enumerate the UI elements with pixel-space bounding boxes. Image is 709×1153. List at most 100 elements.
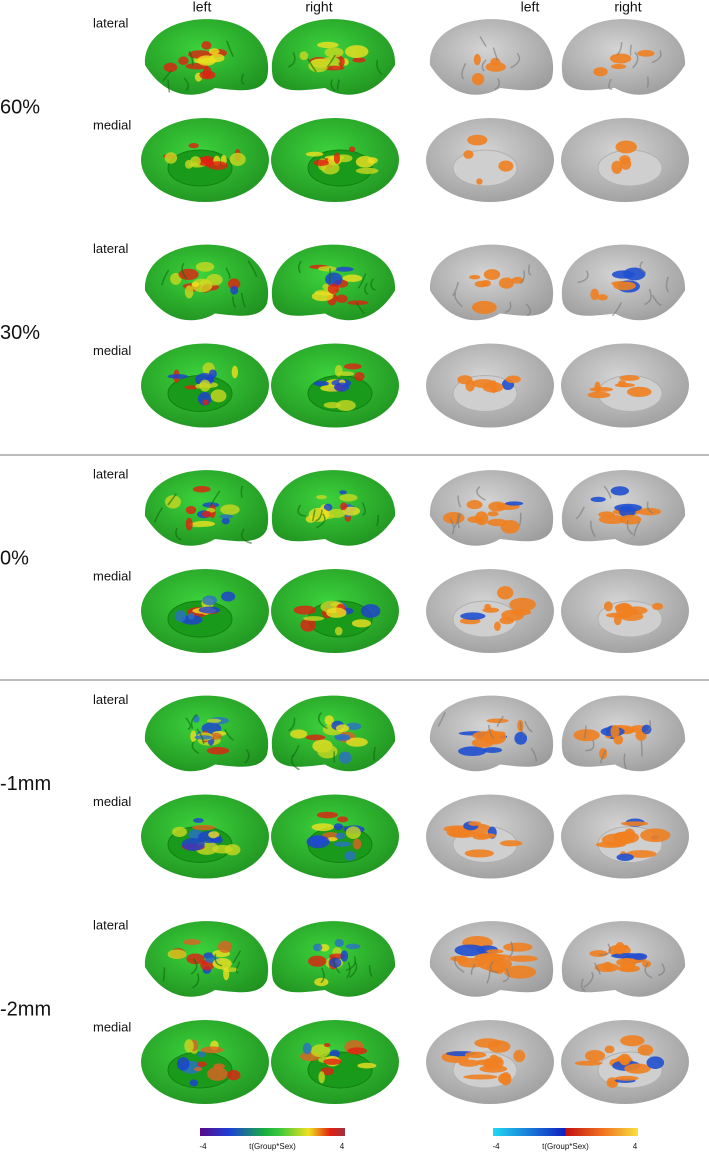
activation-blob — [305, 734, 326, 741]
activation-blob — [626, 386, 652, 397]
activation-blob — [318, 266, 337, 272]
activation-blob — [206, 746, 230, 755]
sulcus — [192, 973, 200, 989]
activation-blob — [170, 272, 182, 285]
sulcus — [593, 962, 601, 975]
activation-blob — [184, 385, 199, 390]
activation-blob — [327, 508, 346, 518]
activation-blob — [463, 150, 474, 159]
activation-blob — [619, 611, 644, 621]
activation-blob — [342, 274, 363, 283]
sulcus — [520, 270, 526, 285]
sulcus — [154, 507, 164, 523]
view-label: medial — [93, 1019, 131, 1034]
brain-core — [597, 149, 663, 187]
sulcus — [361, 502, 366, 516]
sulcus — [357, 273, 367, 289]
activation-blob — [199, 379, 211, 392]
activation-blob — [487, 954, 512, 959]
sulcus — [519, 721, 527, 737]
activation-blob — [195, 261, 215, 272]
brain-surface — [271, 470, 396, 546]
sulcus — [330, 79, 336, 92]
activation-blob — [620, 821, 649, 826]
activation-blob — [347, 1047, 368, 1055]
activation-blob — [229, 152, 246, 166]
activation-blob — [345, 45, 369, 59]
activation-blob — [589, 386, 614, 392]
activation-blob — [192, 281, 200, 288]
activation-blob — [176, 1057, 190, 1071]
activation-blob — [194, 1067, 203, 1072]
brain-surface — [144, 470, 269, 546]
activation-blob — [164, 152, 178, 164]
activation-blob — [604, 1045, 615, 1054]
activation-blob — [503, 942, 533, 952]
sulcus — [288, 717, 296, 732]
activation-blob — [223, 967, 230, 981]
activation-blob — [210, 732, 222, 740]
activation-blob — [192, 824, 216, 831]
activation-blob — [167, 374, 189, 379]
activation-blob — [197, 1051, 206, 1058]
sulcus — [530, 747, 538, 762]
sulcus — [580, 978, 586, 992]
row-label: -1mm — [0, 773, 51, 795]
activation-blob — [616, 853, 634, 861]
activation-blob — [614, 1075, 639, 1081]
column-header: right — [614, 0, 641, 15]
activation-blob — [202, 399, 209, 406]
sulcus — [175, 527, 182, 541]
activation-blob — [188, 522, 207, 528]
sulcus — [188, 50, 194, 66]
sulcus — [489, 960, 499, 974]
sulcus — [623, 753, 628, 770]
sulcus — [457, 495, 462, 508]
sulcus — [644, 288, 652, 306]
activation-blob — [208, 369, 217, 379]
sulcus — [525, 303, 532, 317]
sulcus — [355, 302, 365, 315]
sulcus — [643, 720, 652, 734]
activation-blob — [593, 67, 608, 77]
activation-blob — [355, 167, 379, 174]
activation-blob — [202, 510, 212, 518]
sulcus — [590, 520, 596, 538]
activation-blob — [198, 606, 221, 614]
activation-blob — [510, 608, 532, 616]
activation-blob — [206, 274, 223, 286]
activation-blob — [624, 1063, 651, 1074]
activation-blob — [611, 160, 623, 174]
view-label: lateral — [93, 241, 129, 256]
sulcus — [583, 725, 587, 739]
activation-blob — [324, 47, 344, 58]
activation-blob — [442, 511, 465, 524]
activation-blob — [218, 940, 233, 953]
activation-blob — [335, 832, 346, 840]
activation-blob — [346, 737, 368, 747]
activation-blob — [221, 591, 236, 602]
activation-blob — [348, 146, 356, 153]
brain-core — [452, 149, 518, 187]
activation-blob — [471, 738, 494, 748]
view-label: medial — [93, 794, 131, 809]
activation-blob — [590, 288, 600, 301]
activation-blob — [637, 507, 662, 516]
activation-blob — [587, 391, 611, 399]
sulcus — [524, 720, 533, 733]
sulcus — [640, 740, 643, 757]
sulcus — [487, 724, 495, 740]
activation-blob — [505, 501, 524, 506]
sulcus — [437, 711, 446, 727]
activation-blob — [620, 1057, 629, 1066]
sulcus — [646, 501, 654, 514]
sulcus — [191, 741, 200, 754]
activation-blob — [323, 503, 333, 512]
activation-blob — [640, 828, 671, 843]
activation-blob — [180, 615, 203, 625]
activation-blob — [231, 365, 239, 379]
sulcus — [626, 519, 634, 536]
sulcus — [632, 51, 639, 69]
sulcus — [336, 79, 340, 91]
activation-blob — [484, 1058, 502, 1066]
